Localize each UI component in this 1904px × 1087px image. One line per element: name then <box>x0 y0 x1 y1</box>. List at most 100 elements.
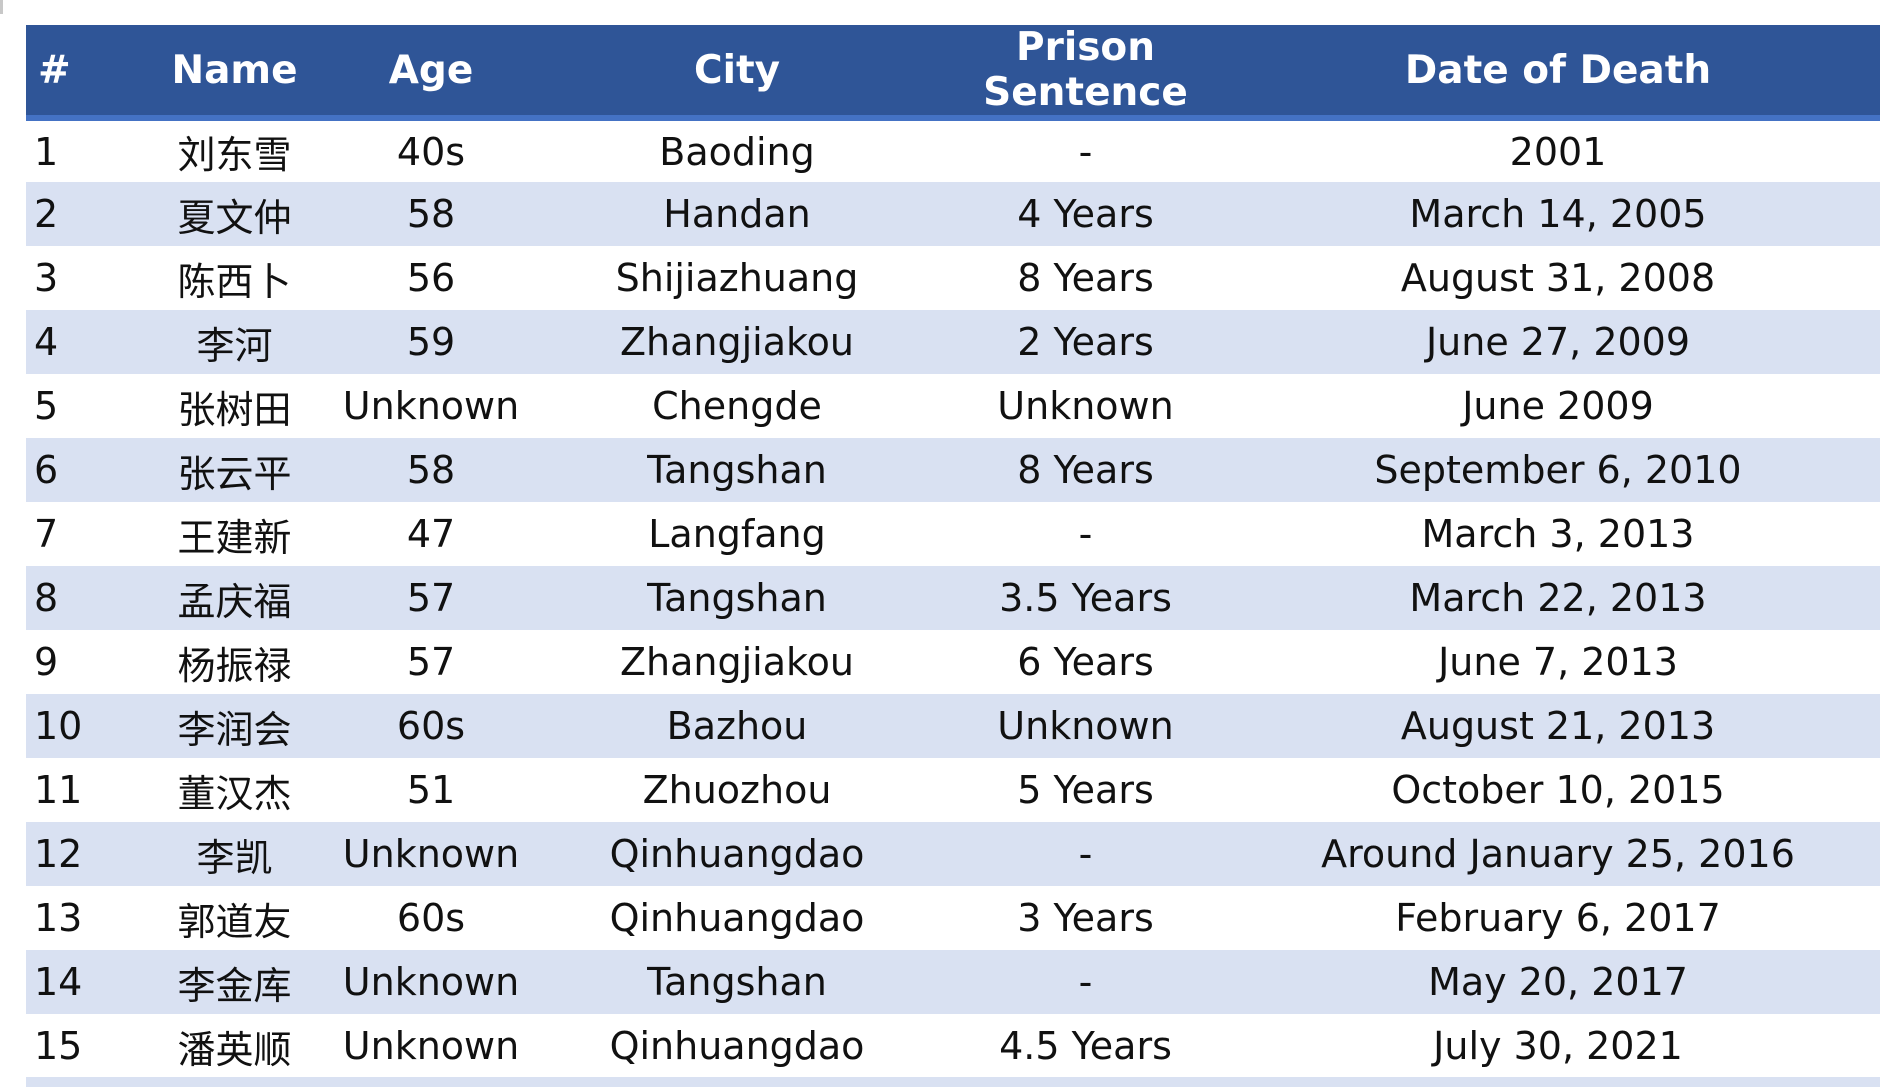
cell-prison-sentence: 8 Years <box>1017 448 1154 492</box>
cell-city: Tangshan <box>647 448 827 492</box>
cell-date-of-death: October 10, 2015 <box>1391 768 1725 812</box>
cell-date-of-death: September 6, 2010 <box>1374 448 1742 492</box>
cell-age: 58 <box>406 192 456 236</box>
cell-date-of-death: Around January 25, 2016 <box>1321 832 1795 876</box>
cell-name: 潘英顺 <box>177 1027 292 1072</box>
cell-age: Unknown <box>342 1024 520 1068</box>
table-row: 6 张云平 58 Tangshan 8 Years September 6, 2010 <box>26 438 1880 502</box>
cell-age: 47 <box>406 512 456 556</box>
cell-number: 15 <box>34 1024 83 1068</box>
cell-city: Zhangjiakou <box>620 320 854 364</box>
cell-number: 5 <box>34 384 59 428</box>
table-row: 13 郭道友 60s Qinhuangdao 3 Years February 6, 20… <box>26 886 1880 950</box>
cell-age: 57 <box>406 640 456 684</box>
cell-number: 1 <box>34 129 59 174</box>
table-row: 1 刘东雪 40s Baoding - 2001 <box>26 118 1880 182</box>
cell-name: 杨振禄 <box>177 643 292 688</box>
cell-city: Zhangjiakou <box>620 640 854 684</box>
cell-prison-sentence: 4.5 Years <box>999 1024 1172 1068</box>
table-body: 1 刘东雪 40s Baoding -2001 2 夏文仲 58 Handan 4 Years Ma… <box>26 118 1880 1078</box>
table-header-row: # Name Age City Prison Sentence Date of … <box>26 25 1880 121</box>
window-corner-mark <box>0 0 3 14</box>
cell-date-of-death: May 20, 2017 <box>1428 960 1688 1004</box>
cell-age: 56 <box>406 256 456 300</box>
cell-age: 51 <box>406 768 456 812</box>
table-row: 15 潘英顺 Unknown Qinhuangdao 4.5 Years July 30,… <box>26 1014 1880 1078</box>
cell-city: Langfang <box>648 512 826 556</box>
cell-name: 李润会 <box>177 707 292 752</box>
cell-number: 4 <box>34 320 59 364</box>
cell-number: 7 <box>34 512 59 556</box>
cell-prison-sentence: 2 Years <box>1017 320 1154 364</box>
column-header-name: Name <box>146 25 323 121</box>
cell-date-of-death: July 30, 2021 <box>1433 1024 1683 1068</box>
cell-prison-sentence: - <box>1078 512 1093 556</box>
column-header-date-of-death: Date of Death <box>1236 25 1880 121</box>
deaths-table: # Name Age City Prison Sentence Date of … <box>26 25 1880 1078</box>
cell-prison-sentence: 3.5 Years <box>999 576 1172 620</box>
cell-number: 11 <box>34 768 83 812</box>
table-row: 9 杨振禄 57 Zhangjiakou 6 Years June 7, 2013 <box>26 630 1880 694</box>
cell-city: Qinhuangdao <box>609 896 865 940</box>
table-row: 2 夏文仲 58 Handan 4 Years March 14, 2005 <box>26 182 1880 246</box>
cell-age: 58 <box>406 448 456 492</box>
cell-age: 57 <box>406 576 456 620</box>
cell-prison-sentence: - <box>1078 129 1093 174</box>
cell-name: 刘东雪 <box>177 133 292 177</box>
table-row: 12 李凯 Unknown Qinhuangdao - Around January 25… <box>26 822 1880 886</box>
cell-prison-sentence: 6 Years <box>1017 640 1154 684</box>
cell-date-of-death: June 27, 2009 <box>1425 320 1691 364</box>
cell-number: 14 <box>34 960 83 1004</box>
cell-prison-sentence: Unknown <box>997 384 1174 428</box>
cell-prison-sentence: - <box>1078 832 1093 876</box>
cell-date-of-death: March 22, 2013 <box>1409 576 1707 620</box>
column-header-age: Age <box>323 25 539 121</box>
table-row: 3 陈西卜 56 Shijiazhuang 8 Years August 31, 2008 <box>26 246 1880 310</box>
cell-age: Unknown <box>342 832 520 876</box>
cell-date-of-death: February 6, 2017 <box>1395 896 1721 940</box>
cell-date-of-death: March 3, 2013 <box>1421 512 1695 556</box>
cell-name: 董汉杰 <box>177 771 292 816</box>
cell-age: 40s <box>396 129 466 174</box>
cell-city: Qinhuangdao <box>609 1024 865 1068</box>
cell-number: 9 <box>34 640 59 684</box>
cell-prison-sentence: 8 Years <box>1017 256 1154 300</box>
cell-prison-sentence: 5 Years <box>1017 768 1154 812</box>
cell-age: Unknown <box>342 960 520 1004</box>
cell-name: 郭道友 <box>177 899 292 944</box>
cell-prison-sentence: Unknown <box>997 704 1174 748</box>
table-row: 8 孟庆福 57 Tangshan 3.5 Years March 22, 2013 <box>26 566 1880 630</box>
cell-name: 陈西卜 <box>177 259 292 304</box>
cell-name: 孟庆福 <box>177 579 292 624</box>
table-row: 11 董汉杰 51 Zhuozhou 5 Years October 10, 2015 <box>26 758 1880 822</box>
cell-date-of-death: August 21, 2013 <box>1400 704 1716 748</box>
cell-city: Tangshan <box>647 960 827 1004</box>
cell-number: 3 <box>34 256 59 300</box>
table-row: 4 李河 59 Zhangjiakou 2 Years June 27, 2009 <box>26 310 1880 374</box>
column-header-number: # <box>26 25 146 121</box>
cell-date-of-death: August 31, 2008 <box>1400 256 1716 300</box>
cell-age: Unknown <box>342 384 520 428</box>
cell-name: 张云平 <box>177 451 292 496</box>
cell-number: 6 <box>34 448 59 492</box>
table-row: 10 李润会 60s Bazhou Unknown August 21, 2013 <box>26 694 1880 758</box>
cell-prison-sentence: 3 Years <box>1017 896 1154 940</box>
cell-city: Bazhou <box>666 704 808 748</box>
table-row-partial <box>26 1077 1880 1087</box>
cell-city: Chengde <box>652 384 822 428</box>
cell-date-of-death: 2001 <box>1509 129 1607 174</box>
cell-number: 12 <box>34 832 83 876</box>
cell-date-of-death: June 7, 2013 <box>1438 640 1678 684</box>
cell-city: Handan <box>663 192 811 236</box>
cell-age: 60s <box>396 896 466 940</box>
table-row: 5 张树田 Unknown Chengde Unknown June 2009 <box>26 374 1880 438</box>
cell-date-of-death: March 14, 2005 <box>1409 192 1707 236</box>
cell-name: 王建新 <box>177 515 292 560</box>
cell-name: 李金库 <box>177 963 292 1008</box>
cell-number: 2 <box>34 192 59 236</box>
cell-city: Tangshan <box>647 576 827 620</box>
column-header-prison-sentence: Prison Sentence <box>935 25 1236 121</box>
cell-age: 59 <box>406 320 456 364</box>
cell-city: Zhuozhou <box>642 768 832 812</box>
cell-date-of-death: June 2009 <box>1462 384 1654 428</box>
